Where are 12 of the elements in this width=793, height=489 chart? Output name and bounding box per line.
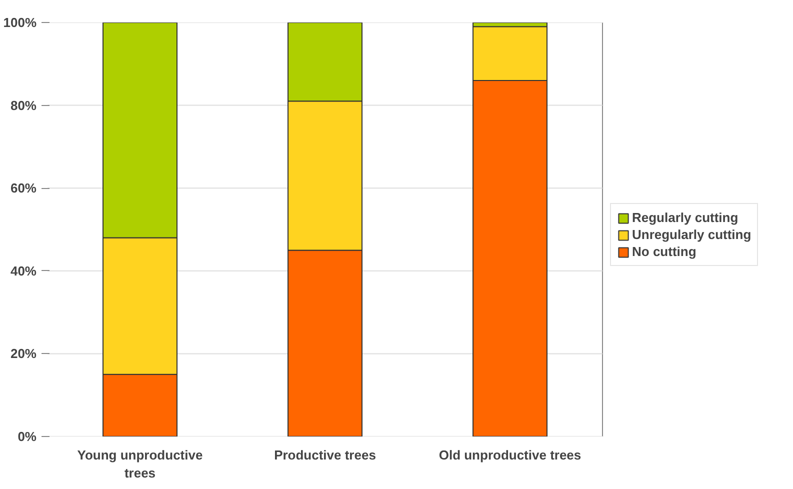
legend-label: Unregularly cutting bbox=[632, 227, 752, 242]
y-tick-label: 40% bbox=[10, 263, 37, 278]
legend-label: No cutting bbox=[632, 244, 696, 259]
legend-label: Regularly cutting bbox=[632, 210, 738, 225]
x-tick-label: Productive trees bbox=[274, 448, 376, 462]
x-tick-label: Old unproductive trees bbox=[438, 448, 582, 462]
y-tick-label: 0% bbox=[18, 429, 37, 444]
x-tick-label: Young unproductive trees bbox=[77, 448, 203, 480]
y-tick-label: 60% bbox=[10, 180, 37, 196]
y-tick-label: 80% bbox=[10, 98, 37, 113]
y-tick-label: 100% bbox=[3, 15, 37, 30]
y-tick-label: 20% bbox=[10, 346, 37, 362]
